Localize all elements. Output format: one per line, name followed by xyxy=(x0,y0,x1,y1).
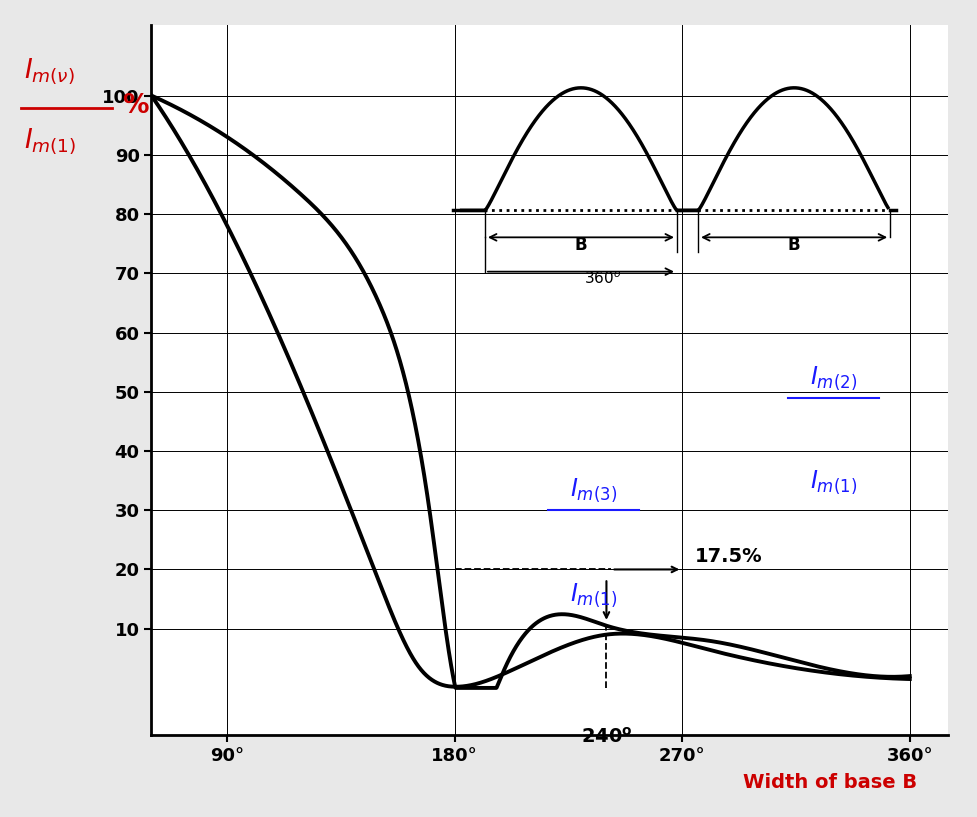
Text: $\mathbf{240^o}$: $\mathbf{240^o}$ xyxy=(580,726,632,747)
Text: B: B xyxy=(574,235,587,253)
Text: $I_{m(\nu)}$: $I_{m(\nu)}$ xyxy=(24,56,75,86)
Text: 17.5%: 17.5% xyxy=(695,547,762,566)
Text: $I_{m(1)}$: $I_{m(1)}$ xyxy=(810,469,858,496)
Text: $I_{m(1)}$: $I_{m(1)}$ xyxy=(24,126,77,155)
Text: %: % xyxy=(122,93,149,119)
Text: $I_{m(2)}$: $I_{m(2)}$ xyxy=(810,364,858,392)
Text: $I_{m(1)}$: $I_{m(1)}$ xyxy=(571,582,617,609)
Text: $360^o$: $360^o$ xyxy=(583,270,621,287)
Text: B: B xyxy=(787,235,800,253)
Text: $I_{m(3)}$: $I_{m(3)}$ xyxy=(571,477,617,504)
Text: Width of base B: Width of base B xyxy=(743,773,916,792)
